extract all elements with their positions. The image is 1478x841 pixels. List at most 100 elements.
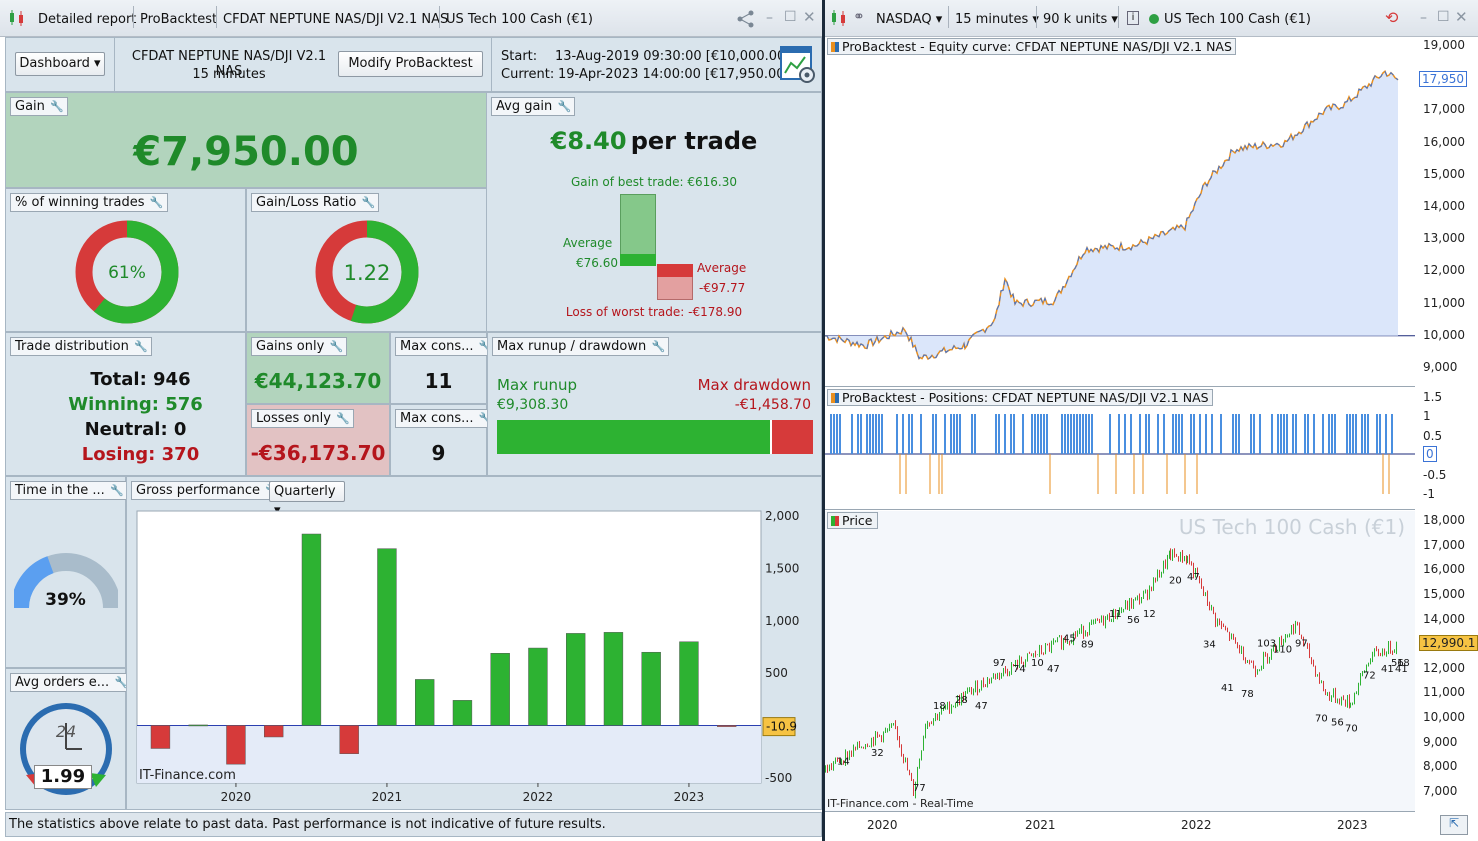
price-pane: 14 32 77 18 28 47 97 74 10 47 45 89 11 56 12 20 47 34 41 78… [825, 511, 1415, 811]
positions-tick: -0.5 [1423, 467, 1447, 482]
minimize-icon[interactable]: – [1420, 10, 1427, 26]
y-tick-label: 1,000 [765, 614, 799, 628]
signal-label: 14 [837, 757, 850, 768]
y-tick-label: 1,500 [765, 562, 799, 576]
signal-label: 41 [1381, 664, 1394, 675]
avg-orders-value: 1.99 [34, 765, 92, 789]
year-label: 2020 [867, 818, 898, 832]
bar-2019-Q4 [188, 724, 208, 727]
price-tick: 14,000 [1423, 611, 1465, 626]
time-gauge [14, 553, 118, 609]
close-icon[interactable]: ✕ [803, 8, 816, 26]
signal-label: 74 [1013, 664, 1026, 675]
signal-label: 47 [1047, 664, 1060, 675]
avg-win-bar [620, 254, 656, 266]
ratio-arc [315, 220, 419, 324]
info-icon[interactable]: i [1127, 11, 1139, 25]
maximize-icon[interactable]: ☐ [784, 9, 797, 25]
close-icon[interactable]: ✕ [1455, 8, 1468, 26]
avg-orders-title: Avg orders e... 🔧 [10, 673, 133, 692]
breadcrumb-strategy[interactable]: CFDAT NEPTUNE NAS/DJI V2.1 NAS [223, 12, 449, 27]
bar-2019-Q3 [150, 725, 171, 749]
dashboard-dropdown[interactable]: Dashboard ▾ [15, 52, 105, 76]
modify-probacktest-button[interactable]: Modify ProBacktest [338, 51, 483, 77]
worst-trade: Loss of worst trade: -€178.90 [565, 305, 743, 319]
bar-2021-Q1 [377, 548, 397, 726]
status-dot-icon [1149, 14, 1159, 24]
signal-label: 56 [1127, 615, 1140, 626]
period-dropdown[interactable]: Quarterly ▾ [269, 481, 345, 518]
total-trades: Total: 946 [90, 369, 191, 390]
breadcrumb-instrument[interactable]: US Tech 100 Cash (€1) [446, 12, 593, 27]
gains-only-panel: Gains only 🔧 €44,123.70 [246, 332, 390, 404]
units-dropdown[interactable]: 90 k units ▾ [1043, 12, 1118, 27]
gross-title: Gross performance🔧 [131, 481, 284, 500]
positions-axis: 1.510.50-0.5-10 [1415, 388, 1478, 510]
scroll-to-end-button[interactable]: ⇱ [1440, 815, 1468, 835]
time-in-market-value: 39% [45, 590, 86, 610]
gain-value: €7,950.00 [133, 129, 359, 175]
timeframe-dropdown[interactable]: 15 minutes ▾ [955, 12, 1039, 27]
wrench-icon[interactable]: 🔧 [361, 196, 376, 209]
equity-tick: 17,000 [1423, 102, 1465, 117]
wrench-icon[interactable]: 🔧 [50, 100, 64, 113]
sync-icon[interactable]: ⟲ [1385, 8, 1399, 27]
runup-label: Max runup [497, 376, 577, 394]
signal-label: 10 [1031, 658, 1044, 669]
price-tick: 10,000 [1423, 710, 1465, 725]
maximize-icon[interactable]: ☐ [1437, 9, 1450, 25]
link-icon[interactable]: ⚭ [853, 9, 865, 25]
equity-tick: 19,000 [1423, 38, 1465, 52]
equity-tick: 10,000 [1423, 327, 1465, 342]
equity-tick: 16,000 [1423, 134, 1465, 149]
winning-trades: Winning: 576 [68, 394, 203, 415]
wrench-icon[interactable]: 🔧 [557, 100, 572, 113]
breadcrumb-probacktest[interactable]: ProBacktest [140, 12, 218, 27]
wrench-icon[interactable]: 🔧 [329, 340, 344, 353]
runup-panel: Max runup / drawdown 🔧 Max runup €9,308.3… [487, 332, 822, 476]
signal-label: 28 [955, 695, 968, 706]
year-label: 2021 [1025, 818, 1056, 832]
price-tick: 16,000 [1423, 562, 1465, 577]
avg-loss-value: -€97.77 [699, 281, 746, 295]
drawdown-value: -€1,458.70 [734, 397, 811, 413]
right-toolbar: ⚭ NASDAQ ▾ 15 minutes ▾ 90 k units ▾ i U… [825, 0, 1478, 37]
positions-tick: 1.5 [1423, 390, 1443, 404]
equity-tick: 14,000 [1423, 199, 1465, 213]
avg-loss-label: Average [697, 261, 747, 275]
best-trade-bar [620, 194, 656, 264]
wrench-icon[interactable]: 🔧 [114, 676, 129, 689]
y-tick-label: 500 [765, 666, 788, 680]
bar-2021-Q2 [415, 679, 435, 726]
max-cons-loss-panel: Max cons... 🔧 9 [390, 404, 497, 476]
runup-segment [497, 420, 771, 454]
report-settings-icon[interactable] [780, 45, 816, 85]
max-cons-win-title: Max cons... 🔧 [395, 337, 497, 356]
minimize-icon[interactable]: – [766, 10, 773, 26]
price-source: IT-Finance.com - Real-Time [827, 797, 974, 810]
winning-value: 61% [108, 263, 146, 283]
price-tick: 18,000 [1423, 513, 1465, 527]
avg-loss-bar [657, 264, 693, 277]
equity-line-blue [824, 70, 1399, 360]
market-dropdown[interactable]: NASDAQ ▾ [876, 12, 943, 27]
share-icon[interactable] [736, 10, 756, 28]
losses-only-title: Losses only 🔧 [251, 409, 354, 428]
price-last-value: 12,990.1 [1419, 635, 1478, 652]
price-tick: 9,000 [1423, 734, 1458, 749]
signal-label: 45 [1063, 634, 1076, 645]
runup-title: Max runup / drawdown 🔧 [492, 337, 670, 356]
wrench-icon[interactable]: 🔧 [110, 484, 124, 497]
wrench-icon[interactable]: 🔧 [134, 340, 148, 353]
runup-value: €9,308.30 [497, 397, 569, 413]
x-tick-label: 2020 [221, 790, 252, 804]
wrench-icon[interactable]: 🔧 [149, 196, 164, 209]
time-axis: 2020 2021 2022 2023 [825, 811, 1415, 837]
candlestick-icon [830, 10, 848, 26]
equity-tick: 11,000 [1423, 295, 1465, 310]
wrench-icon[interactable]: 🔧 [336, 412, 350, 425]
signal-label: 12 [1143, 609, 1156, 620]
wrench-icon[interactable]: 🔧 [651, 340, 666, 353]
time-in-market-panel: Time in the ... 🔧 39% [5, 476, 128, 668]
losing-trades: Losing: 370 [81, 444, 200, 465]
